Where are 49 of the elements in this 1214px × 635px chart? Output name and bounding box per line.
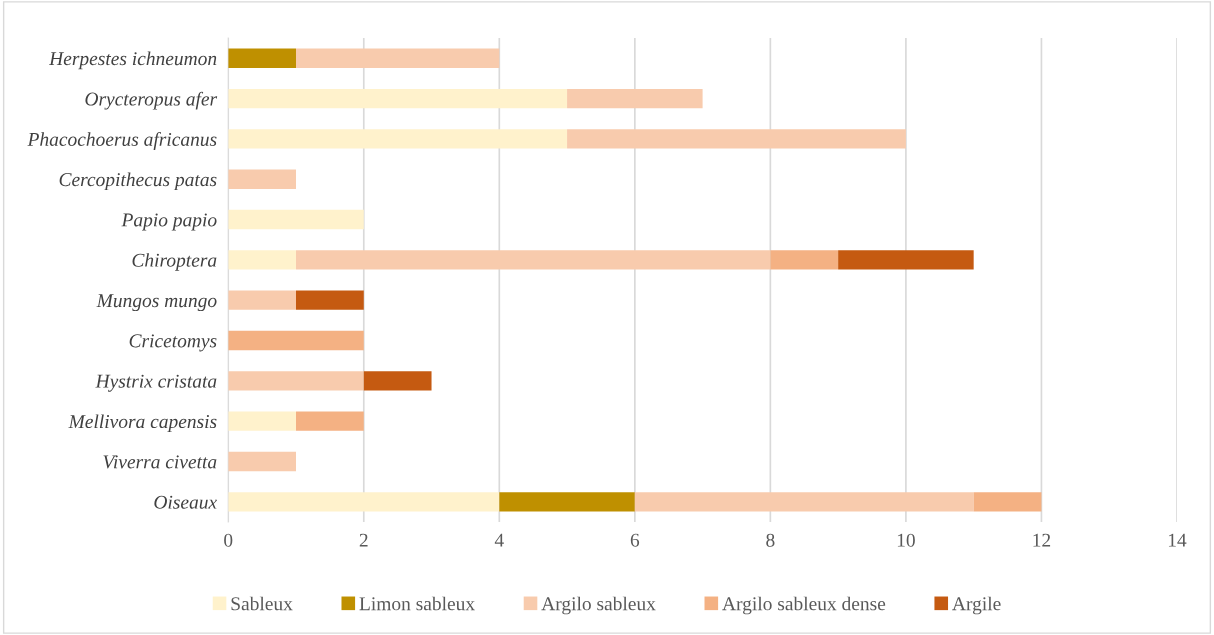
legend-label: Argilo sableux dense	[722, 596, 886, 615]
y-tick-label: Hystrix cristata	[95, 374, 217, 392]
y-tick-label: Chiroptera	[132, 253, 217, 271]
y-tick-label: Mungos mungo	[96, 294, 217, 312]
bar	[296, 250, 771, 270]
x-tick-label: 4	[494, 533, 504, 547]
y-tick-label: Papio papio	[121, 213, 217, 231]
legend-label: Argilo sableux	[541, 596, 656, 615]
bar	[296, 48, 500, 68]
bar	[228, 250, 296, 270]
bar	[228, 451, 296, 472]
bar	[228, 209, 364, 230]
bar	[770, 250, 839, 270]
bar	[296, 411, 364, 431]
bar	[973, 492, 1042, 512]
x-tick-label: 14	[1168, 533, 1187, 547]
x-tick-label: 6	[630, 533, 640, 547]
bar	[228, 169, 296, 189]
y-tick-label: Orycteropus afer	[85, 91, 218, 110]
bar	[838, 250, 974, 270]
bar	[228, 88, 568, 109]
bar	[499, 492, 635, 512]
bar	[296, 290, 364, 310]
bar	[228, 129, 568, 149]
bar	[567, 129, 906, 149]
bar	[567, 88, 703, 109]
legend-label: Argile	[952, 596, 1001, 615]
bar	[634, 492, 974, 512]
x-tick-label: 8	[766, 533, 775, 547]
legend-label: Sableux	[231, 596, 293, 611]
y-tick-label: Phacochoerus africanus	[27, 132, 217, 150]
x-tick-label: 0	[224, 533, 233, 547]
y-tick-label: Cercopithecus patas	[59, 172, 217, 191]
x-tick-label: 10	[897, 533, 915, 547]
y-tick-label: Viverra civetta	[103, 455, 217, 469]
bar	[228, 48, 296, 68]
x-tick-label: 2	[359, 533, 368, 547]
y-tick-label: Oiseaux	[154, 495, 217, 509]
y-tick-label: Mellivora capensis	[68, 414, 217, 433]
bar	[363, 371, 432, 391]
y-tick-label: Cricetomys	[129, 334, 217, 352]
bar	[228, 411, 296, 431]
bar	[228, 290, 296, 310]
bar	[228, 371, 364, 391]
bar	[228, 330, 364, 351]
legend-label: Limon sableux	[359, 596, 475, 611]
x-tick-label: 12	[1033, 533, 1051, 547]
y-tick-label: Herpestes ichneumon	[48, 51, 217, 70]
bar	[228, 492, 500, 512]
